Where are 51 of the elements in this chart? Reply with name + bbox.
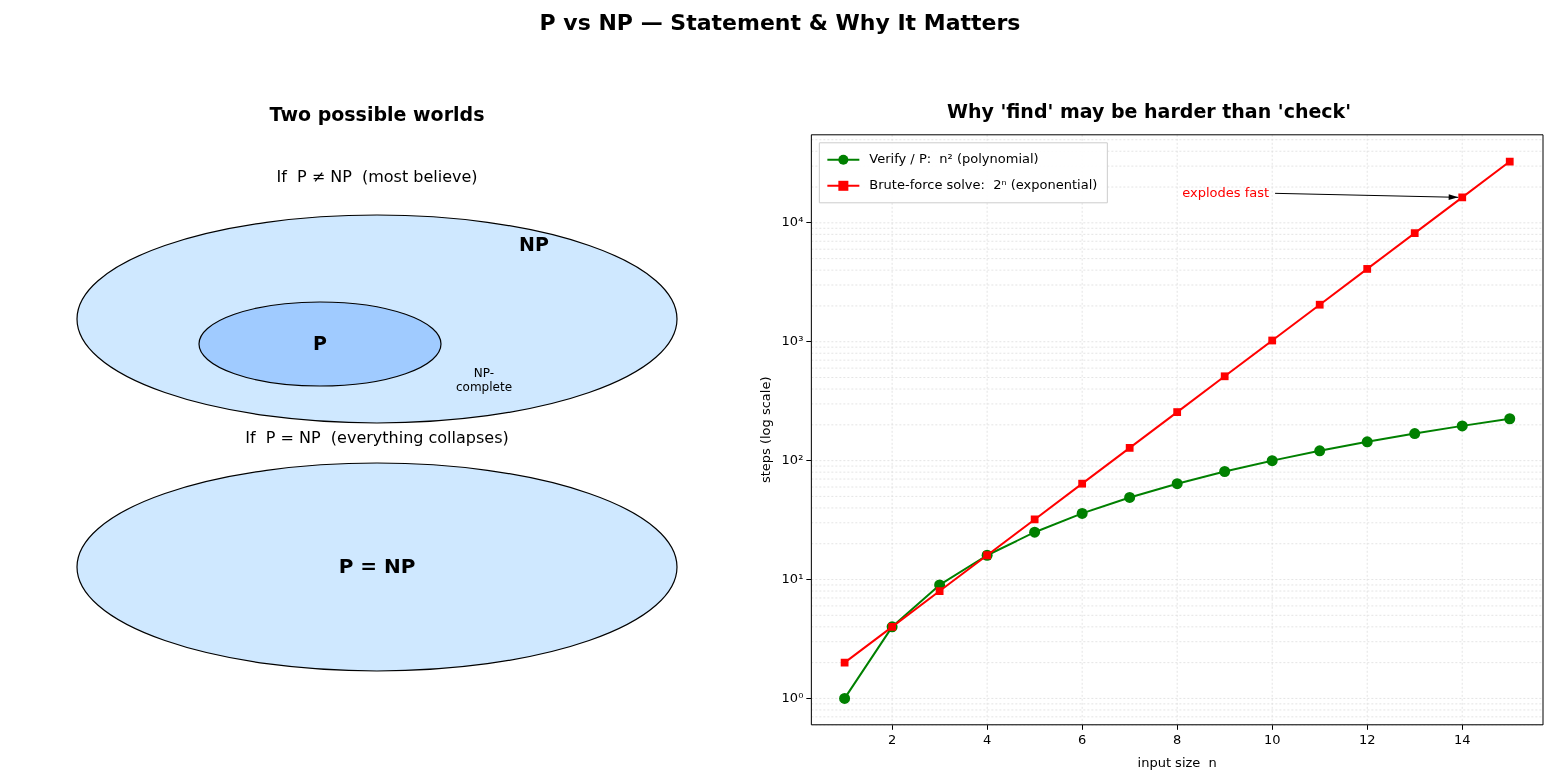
y-tick-label: 10⁰: [781, 689, 804, 705]
point: [1078, 479, 1087, 488]
legend-label: Brute-force solve: 2ⁿ (exponential): [869, 177, 1098, 193]
point: [1410, 229, 1419, 238]
point: [1456, 420, 1468, 432]
point: [1505, 157, 1514, 166]
point: [935, 587, 944, 595]
text: If P ≠ NP (most believe): [276, 166, 478, 186]
point: [1173, 408, 1182, 416]
x-tick-label: 8: [1173, 731, 1182, 747]
y-tick-label: 10³: [781, 333, 804, 349]
text: P vs NP — Statement & Why It Matters: [538, 10, 1022, 35]
x-tick-label: 6: [1078, 731, 1087, 747]
x-tick-label: 10: [1263, 731, 1281, 747]
point: [1268, 336, 1277, 345]
point: [840, 658, 849, 667]
text: P: [313, 332, 328, 354]
x-tick-label: 2: [887, 731, 897, 747]
y-tick-label: 10²: [781, 452, 804, 467]
text: P = NP: [338, 554, 416, 578]
point: [1504, 413, 1516, 425]
point: [1076, 507, 1088, 519]
point: [1124, 491, 1136, 503]
point: [1030, 515, 1039, 524]
legend-label: Verify / P: n² (polynomial): [869, 151, 1039, 167]
point: [1363, 265, 1372, 273]
point: [1266, 455, 1278, 467]
point: [1125, 443, 1134, 452]
point: [1409, 428, 1421, 440]
point: [1220, 372, 1229, 381]
point: [1029, 526, 1041, 538]
x-tick-label: 14: [1453, 731, 1471, 747]
text: Two possible worlds: [269, 103, 485, 125]
chart-title: Why 'find' may be harder than 'check': [946, 100, 1352, 123]
point: [1361, 436, 1373, 448]
y-tick-label: 10¹: [781, 570, 804, 586]
y-tick-label: 10⁴: [781, 214, 804, 230]
y-axis-title: steps (log scale): [758, 376, 774, 484]
text: If P = NP (everything collapses): [245, 427, 509, 447]
point: [1314, 445, 1326, 457]
text: NP: [519, 233, 549, 255]
x-tick-label: 4: [983, 731, 992, 747]
annotation: explodes fast: [1182, 184, 1270, 200]
point: [839, 692, 851, 704]
point: [1458, 193, 1467, 202]
point: [1315, 300, 1324, 309]
x-axis-title: input size n: [1137, 754, 1217, 770]
point: [1171, 478, 1183, 490]
text: NP- complete: [455, 366, 513, 394]
x-tick-label: 12: [1358, 731, 1376, 747]
point: [1219, 466, 1231, 478]
